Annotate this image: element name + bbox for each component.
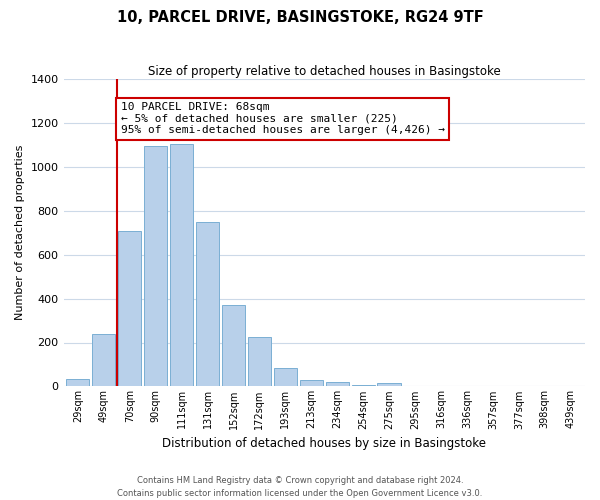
- Text: 10 PARCEL DRIVE: 68sqm
← 5% of detached houses are smaller (225)
95% of semi-det: 10 PARCEL DRIVE: 68sqm ← 5% of detached …: [121, 102, 445, 136]
- Bar: [377, 383, 401, 386]
- Text: Contains HM Land Registry data © Crown copyright and database right 2024.
Contai: Contains HM Land Registry data © Crown c…: [118, 476, 482, 498]
- Bar: [196, 222, 219, 386]
- Bar: [222, 305, 245, 386]
- Text: 10, PARCEL DRIVE, BASINGSTOKE, RG24 9TF: 10, PARCEL DRIVE, BASINGSTOKE, RG24 9TF: [116, 10, 484, 25]
- Bar: [299, 380, 323, 386]
- Bar: [248, 337, 271, 386]
- Bar: [144, 146, 167, 386]
- Bar: [326, 382, 349, 386]
- Bar: [66, 378, 89, 386]
- Bar: [274, 368, 297, 386]
- Y-axis label: Number of detached properties: Number of detached properties: [15, 145, 25, 320]
- Bar: [170, 144, 193, 386]
- X-axis label: Distribution of detached houses by size in Basingstoke: Distribution of detached houses by size …: [162, 437, 486, 450]
- Title: Size of property relative to detached houses in Basingstoke: Size of property relative to detached ho…: [148, 65, 500, 78]
- Bar: [118, 230, 142, 386]
- Bar: [92, 334, 115, 386]
